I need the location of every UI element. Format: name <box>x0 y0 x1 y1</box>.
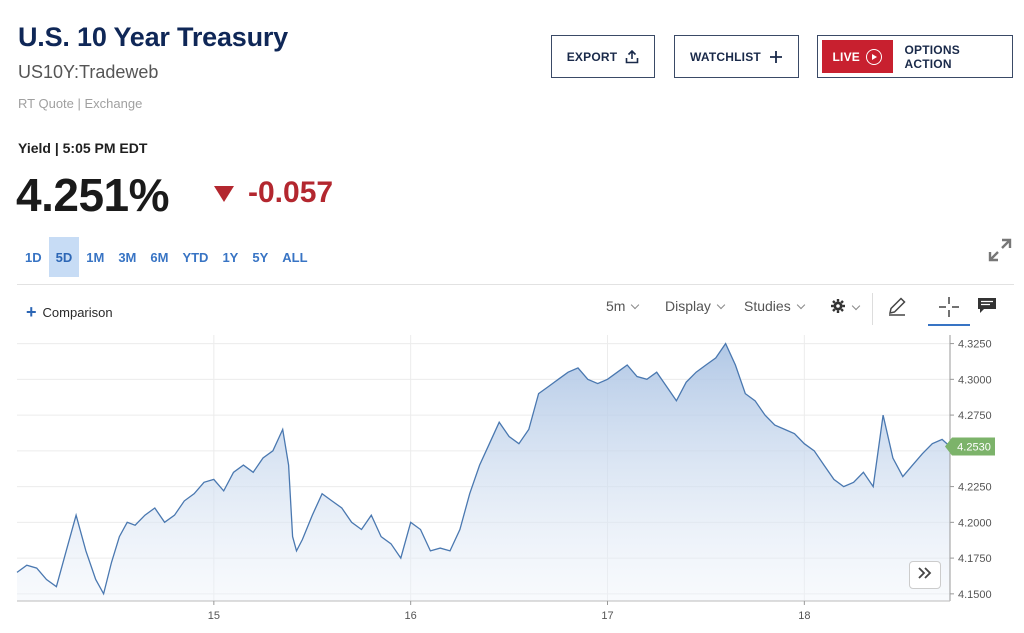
change-value: -0.057 <box>248 176 334 209</box>
x-tick-label: 16 <box>405 610 417 622</box>
plus-icon: + <box>26 302 37 322</box>
y-tick-label: 4.2000 <box>958 517 992 529</box>
chevron-down-icon <box>796 300 805 309</box>
interval-label: 5m <box>606 298 626 314</box>
chevron-down-icon <box>716 300 726 309</box>
x-tick-label: 18 <box>798 610 810 622</box>
range-1d[interactable]: 1D <box>25 249 42 265</box>
live-label: LIVE <box>832 49 860 64</box>
comparison-button[interactable]: + Comparison <box>26 302 113 323</box>
y-tick-label: 4.1500 <box>958 589 992 601</box>
fast-forward-button[interactable] <box>909 561 941 589</box>
crosshair-icon[interactable] <box>928 293 970 326</box>
options-action-label: OPTIONS ACTION <box>904 42 960 71</box>
yield-chart[interactable]: 4.32504.30004.27504.25004.22504.20004.17… <box>0 330 1024 633</box>
symbol-label: US10Y:Tradeweb <box>18 62 159 82</box>
divider <box>17 284 1014 285</box>
chevron-down-icon <box>631 300 640 309</box>
range-6m[interactable]: 6M <box>150 249 169 265</box>
y-tick-label: 4.3250 <box>958 339 992 351</box>
page-title: U.S. 10 Year Treasury <box>18 22 288 52</box>
series-area <box>17 343 950 601</box>
range-all[interactable]: ALL <box>282 249 308 265</box>
last-price-tag <box>945 437 995 456</box>
chevron-down-icon <box>851 301 861 311</box>
range-1y[interactable]: 1Y <box>222 249 239 265</box>
upload-icon <box>625 49 639 64</box>
range-5y[interactable]: 5Y <box>252 249 269 265</box>
display-dropdown[interactable]: Display <box>665 298 726 314</box>
y-tick-label: 4.2250 <box>958 482 992 494</box>
gear-icon <box>830 298 846 317</box>
y-tick-label: 4.3000 <box>958 374 992 386</box>
studies-dropdown[interactable]: Studies <box>744 298 805 314</box>
series-line <box>16 342 951 596</box>
comparison-label: Comparison <box>42 305 113 320</box>
options-action-button[interactable]: LIVE OPTIONS ACTION <box>817 35 1013 78</box>
time-range-tabs: 1D 5D 1M 3M 6M YTD 1Y 5Y ALL <box>18 237 315 277</box>
expand-icon[interactable] <box>986 236 1014 264</box>
export-label: EXPORT <box>566 49 618 64</box>
range-1m[interactable]: 1M <box>86 249 105 265</box>
range-ytd[interactable]: YTD <box>182 249 209 265</box>
interval-dropdown[interactable]: 5m <box>606 298 640 314</box>
range-5d[interactable]: 5D <box>48 237 80 277</box>
yield-time-label: Yield | 5:05 PM EDT <box>18 140 148 156</box>
comment-icon[interactable] <box>976 296 998 316</box>
last-price-label: 4.2530 <box>957 442 991 454</box>
down-arrow-icon <box>214 186 234 202</box>
quote-source: RT Quote | Exchange <box>18 96 143 111</box>
settings-dropdown[interactable] <box>830 298 861 317</box>
pencil-icon[interactable] <box>886 295 908 317</box>
price-change: -0.057 <box>214 176 333 210</box>
x-tick-label: 17 <box>601 610 613 622</box>
x-tick-label: 15 <box>208 610 220 622</box>
y-tick-label: 4.2750 <box>958 410 992 422</box>
display-label: Display <box>665 298 711 314</box>
toolbar-divider <box>872 293 873 325</box>
plus-icon <box>769 50 783 64</box>
watchlist-label: WATCHLIST <box>690 49 761 64</box>
last-price: 4.251% <box>16 169 170 221</box>
watchlist-button[interactable]: WATCHLIST <box>674 35 799 78</box>
studies-label: Studies <box>744 298 791 314</box>
range-3m[interactable]: 3M <box>118 249 137 265</box>
play-icon <box>865 48 882 65</box>
y-tick-label: 4.1750 <box>958 553 992 565</box>
live-badge: LIVE <box>822 40 893 73</box>
fast-forward-icon <box>917 566 933 584</box>
export-button[interactable]: EXPORT <box>551 35 655 78</box>
